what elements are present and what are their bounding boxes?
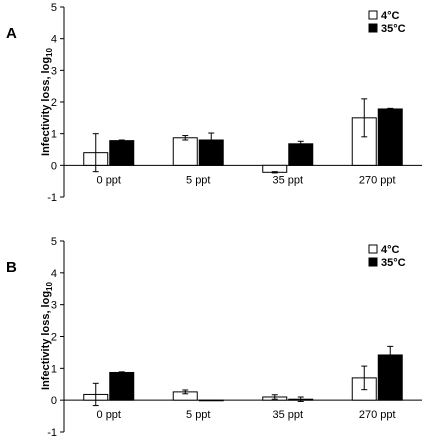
legend-swatch: [368, 10, 378, 20]
y-tick-label: 2: [51, 332, 57, 344]
x-category-label: 0 ppt: [97, 409, 121, 421]
legend-label: 4°C: [381, 10, 400, 22]
x-category-label: 35 ppt: [272, 174, 303, 186]
y-axis-label: Infectivity loss, log10: [40, 47, 54, 155]
bar-35c: [377, 108, 403, 166]
y-tick-label: 4: [51, 34, 57, 46]
x-category-label: 35 ppt: [272, 409, 303, 421]
panel-letter: B: [6, 259, 17, 276]
y-tick-label: 2: [51, 97, 57, 109]
bar-35c: [109, 140, 135, 166]
y-axis-label-subscript: 10: [45, 47, 54, 56]
x-category-label: 5 ppt: [186, 174, 210, 186]
x-category-label: 270 ppt: [359, 174, 396, 186]
legend-swatch: [368, 244, 378, 254]
y-tick-label: 5: [51, 236, 57, 248]
legend-label: 4°C: [381, 244, 400, 256]
y-axis-label: Infectivity loss, log10: [40, 281, 54, 389]
legend-label: 35°C: [381, 23, 406, 35]
chart-panel-b: B -1 0 1 2 3 4 5 Infectivity loss, log10 0 ppt 5 p…: [6, 236, 422, 439]
chart-panel-a: A -1 0 1 2 3 4 5 Infectivity loss, log10 0 ppt 5 p…: [6, 2, 422, 204]
legend-label: 35°C: [381, 257, 406, 269]
panel-letter: A: [6, 25, 17, 42]
y-tick-label: 0: [51, 160, 57, 172]
bar-35c: [198, 399, 224, 402]
y-tick-label: 0: [51, 395, 57, 407]
y-tick-label: 3: [51, 65, 57, 77]
y-axis-label-subscript: 10: [45, 281, 54, 290]
bar-35c: [288, 143, 314, 166]
y-tick-label: 1: [51, 363, 57, 375]
y-tick-label: 5: [51, 2, 57, 14]
legend-swatch: [368, 257, 378, 267]
bar-35c: [109, 371, 135, 401]
y-tick-label: 3: [51, 300, 57, 312]
y-tick-label: -1: [47, 192, 57, 204]
x-category-label: 5 ppt: [186, 409, 210, 421]
bar-4c: [172, 137, 198, 166]
x-category-label: 270 ppt: [359, 409, 396, 421]
x-category-label: 0 ppt: [97, 174, 121, 186]
legend-swatch: [368, 23, 378, 33]
y-tick-label: -1: [47, 427, 57, 439]
y-tick-label: 4: [51, 268, 57, 280]
y-tick-label: 1: [51, 129, 57, 141]
